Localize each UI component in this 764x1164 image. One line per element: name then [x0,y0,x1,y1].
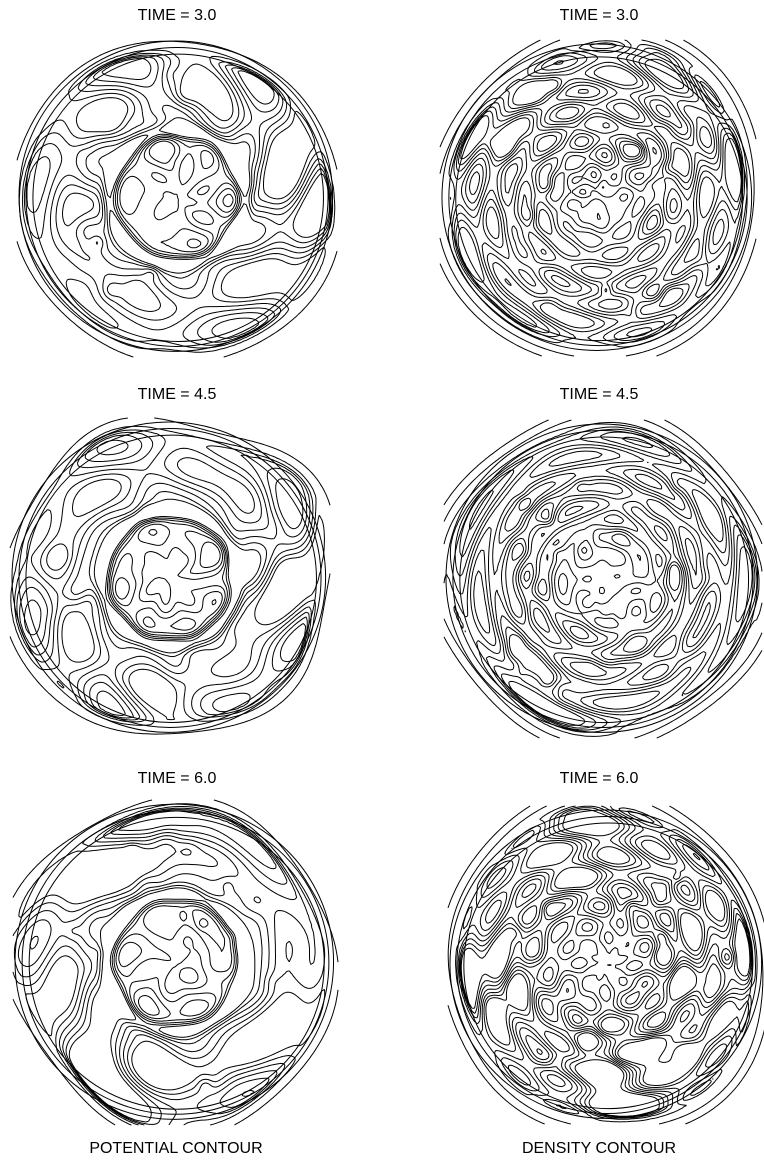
outer-contour-ring [18,428,322,728]
outer-contour-ring [441,43,753,351]
outer-contour-ring [21,810,330,1115]
contour-lines [447,805,764,1125]
outer-contour-ring [459,436,750,724]
outer-contour-ring [456,815,758,1115]
panel-title-density-t6: TIME = 6.0 [559,770,639,787]
contour-lines [439,39,757,357]
potential-contour-plot-t6 [12,799,339,1126]
potential-contour-plot-t3 [16,40,338,358]
outer-contour-ring [18,40,334,352]
outer-contour-ring [25,434,317,723]
outer-contour-ring [445,423,759,733]
caption-potential-contour: POTENTIAL CONTOUR [89,1140,263,1157]
panel-title-density-t3: TIME = 3.0 [559,7,639,24]
panel-title-density-t4-5: TIME = 4.5 [559,386,639,403]
outer-contour-ring [449,809,763,1119]
density-contour-plot-t4-5 [443,419,763,739]
contour-lines [443,419,763,739]
outer-contour-ring [28,816,325,1110]
outer-contour-ring [463,822,754,1110]
outer-contour-ring [448,49,748,347]
outer-contour-ring [11,421,327,733]
caption-density-contour: DENSITY CONTOUR [521,1140,677,1157]
outer-contour-ring [14,803,335,1120]
outer-contour-ring [25,47,329,347]
density-contour-plot-t6 [447,805,764,1125]
panel-title-potential-t6: TIME = 6.0 [137,770,217,787]
contour-lines [16,40,338,358]
panel-title-potential-t4-5: TIME = 4.5 [137,386,217,403]
panel-title-potential-t3: TIME = 3.0 [137,7,217,24]
density-contour-plot-t3 [439,39,757,357]
potential-contour-plot-t4-5 [9,417,331,735]
contour-lines [12,799,339,1126]
outer-contour-ring [452,429,754,729]
outer-contour-ring [32,53,324,342]
outer-contour-ring [455,56,744,342]
